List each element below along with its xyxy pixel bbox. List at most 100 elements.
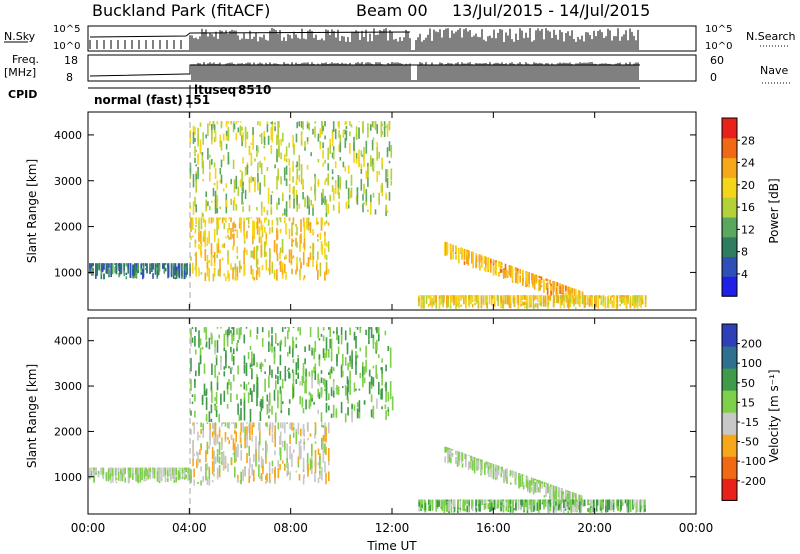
power-echo-main-echo bbox=[291, 256, 293, 260]
velocity-echo-high-range bbox=[288, 327, 290, 332]
power-echo-descending-echo bbox=[545, 283, 548, 290]
velocity-echo-near-range bbox=[564, 502, 567, 509]
power-echo-high-range bbox=[271, 191, 274, 194]
velocity-echo-high-range bbox=[203, 383, 206, 396]
power-echo-high-range bbox=[360, 178, 363, 191]
power-echo-main-echo bbox=[232, 267, 234, 280]
velocity-echo-descending-echo bbox=[470, 458, 472, 470]
velocity-echo-high-range bbox=[287, 327, 289, 329]
velocity-echo-high-range bbox=[195, 349, 197, 355]
velocity-echo-main-echo bbox=[206, 476, 209, 485]
velocity-echo-main-echo bbox=[232, 452, 235, 456]
velocity-echo-band-1000km bbox=[149, 467, 152, 469]
power-echo-near-range bbox=[468, 295, 471, 300]
power-echo-high-range bbox=[344, 129, 347, 135]
velocity-echo-band-1000km bbox=[173, 467, 176, 480]
power-echo-main-echo bbox=[192, 262, 194, 274]
power-echo-high-range bbox=[257, 146, 259, 153]
velocity-echo-band-1000km bbox=[107, 476, 110, 480]
power-echo-main-echo bbox=[247, 217, 250, 225]
power-echo-main-echo bbox=[299, 244, 301, 249]
power-echo-high-range bbox=[211, 159, 213, 165]
velocity-echo-high-range bbox=[317, 388, 319, 398]
power-echo-near-range bbox=[500, 296, 502, 305]
velocity-echo-descending-echo bbox=[448, 448, 451, 452]
power-echo-descending-echo bbox=[481, 255, 483, 257]
velocity-echo-near-range bbox=[583, 499, 586, 507]
power-echo-high-range bbox=[195, 179, 197, 193]
velocity-echo-near-range bbox=[644, 508, 646, 512]
velocity-echo-high-range bbox=[284, 336, 287, 347]
power-echo-main-echo bbox=[195, 217, 197, 225]
velocity-echo-high-range bbox=[297, 372, 299, 375]
velocity-echo-descending-echo bbox=[465, 455, 467, 463]
velocity-echo-main-echo bbox=[209, 428, 211, 440]
velocity-echo-main-echo bbox=[196, 459, 198, 469]
power-echo-main-echo bbox=[227, 256, 229, 265]
velocity-ytick-label: 1000 bbox=[54, 471, 82, 484]
velocity-echo-high-range bbox=[232, 374, 235, 382]
power-echo-high-range bbox=[250, 152, 253, 164]
power-echo-band-1000km bbox=[175, 274, 178, 279]
power-echo-descending-echo bbox=[495, 260, 497, 263]
velocity-echo-descending-echo bbox=[481, 459, 483, 461]
power-echo-near-range bbox=[460, 296, 462, 301]
power-echo-band-1000km bbox=[186, 263, 188, 265]
velocity-echo-high-range bbox=[292, 340, 295, 350]
power-echo-main-echo bbox=[202, 217, 205, 223]
power-echo-near-range bbox=[619, 297, 621, 301]
velocity-echo-main-echo bbox=[253, 469, 255, 482]
power-echo-high-range bbox=[285, 178, 288, 186]
velocity-echo-near-range bbox=[588, 507, 591, 513]
power-echo-high-range bbox=[271, 121, 274, 124]
velocity-echo-near-range bbox=[574, 499, 576, 507]
power-echo-near-range bbox=[477, 295, 480, 300]
power-echo-high-range bbox=[270, 209, 273, 214]
velocity-echo-band-1000km bbox=[167, 467, 169, 476]
velocity-echo-high-range bbox=[314, 375, 317, 380]
velocity-echo-main-echo bbox=[324, 461, 326, 473]
power-echo-descending-echo bbox=[543, 282, 545, 293]
velocity-echo-descending-echo bbox=[558, 495, 561, 502]
power-echo-descending-echo bbox=[472, 258, 474, 269]
power-echo-band-1000km bbox=[137, 263, 139, 271]
power-echo-near-range bbox=[438, 295, 441, 297]
velocity-echo-high-range bbox=[295, 367, 298, 375]
power-echo-high-range bbox=[306, 164, 309, 170]
power-echo-main-echo bbox=[246, 249, 248, 255]
velocity-echo-descending-echo bbox=[538, 480, 540, 484]
velocity-echo-high-range bbox=[349, 381, 351, 395]
power-echo-near-range bbox=[607, 303, 610, 308]
velocity-echo-band-1000km bbox=[129, 467, 132, 478]
power-echo-main-echo bbox=[295, 237, 297, 247]
velocity-echo-high-range bbox=[215, 355, 218, 359]
velocity-echo-high-range bbox=[358, 388, 361, 391]
velocity-echo-descending-echo bbox=[554, 491, 556, 502]
velocity-echo-near-range bbox=[450, 500, 453, 513]
power-echo-near-range bbox=[512, 295, 515, 297]
power-echo-main-echo bbox=[291, 238, 293, 242]
velocity-echo-main-echo bbox=[255, 455, 257, 467]
velocity-echo-band-1000km bbox=[132, 467, 134, 479]
velocity-echo-high-range bbox=[190, 410, 192, 416]
velocity-echo-band-1000km bbox=[148, 467, 150, 469]
velocity-echo-near-range bbox=[557, 499, 560, 505]
power-echo-near-range bbox=[600, 302, 603, 305]
velocity-x-axis: 00:00 04:00 08:00 12:00 16:00 20:00 00:00 bbox=[71, 318, 713, 535]
power-echo-near-range bbox=[429, 299, 432, 306]
velocity-echo-high-range bbox=[223, 372, 226, 377]
power-echo-main-echo bbox=[206, 237, 209, 246]
power-echo-band-1000km bbox=[129, 263, 132, 275]
velocity-echo-band-1000km bbox=[179, 467, 181, 479]
velocity-echo-main-echo bbox=[230, 422, 233, 424]
velocity-echo-main-echo bbox=[213, 450, 215, 463]
power-echo-band-1000km bbox=[127, 263, 129, 274]
velocity-echo-near-range bbox=[446, 499, 449, 502]
power-echo-near-range bbox=[482, 295, 485, 297]
power-echo-main-echo bbox=[192, 235, 194, 238]
power-echo-near-range bbox=[633, 302, 636, 307]
velocity-echo-high-range bbox=[356, 408, 359, 419]
velocity-echo-main-echo bbox=[274, 432, 276, 435]
power-echo-main-echo bbox=[306, 217, 308, 230]
power-echo-high-range bbox=[339, 157, 342, 161]
